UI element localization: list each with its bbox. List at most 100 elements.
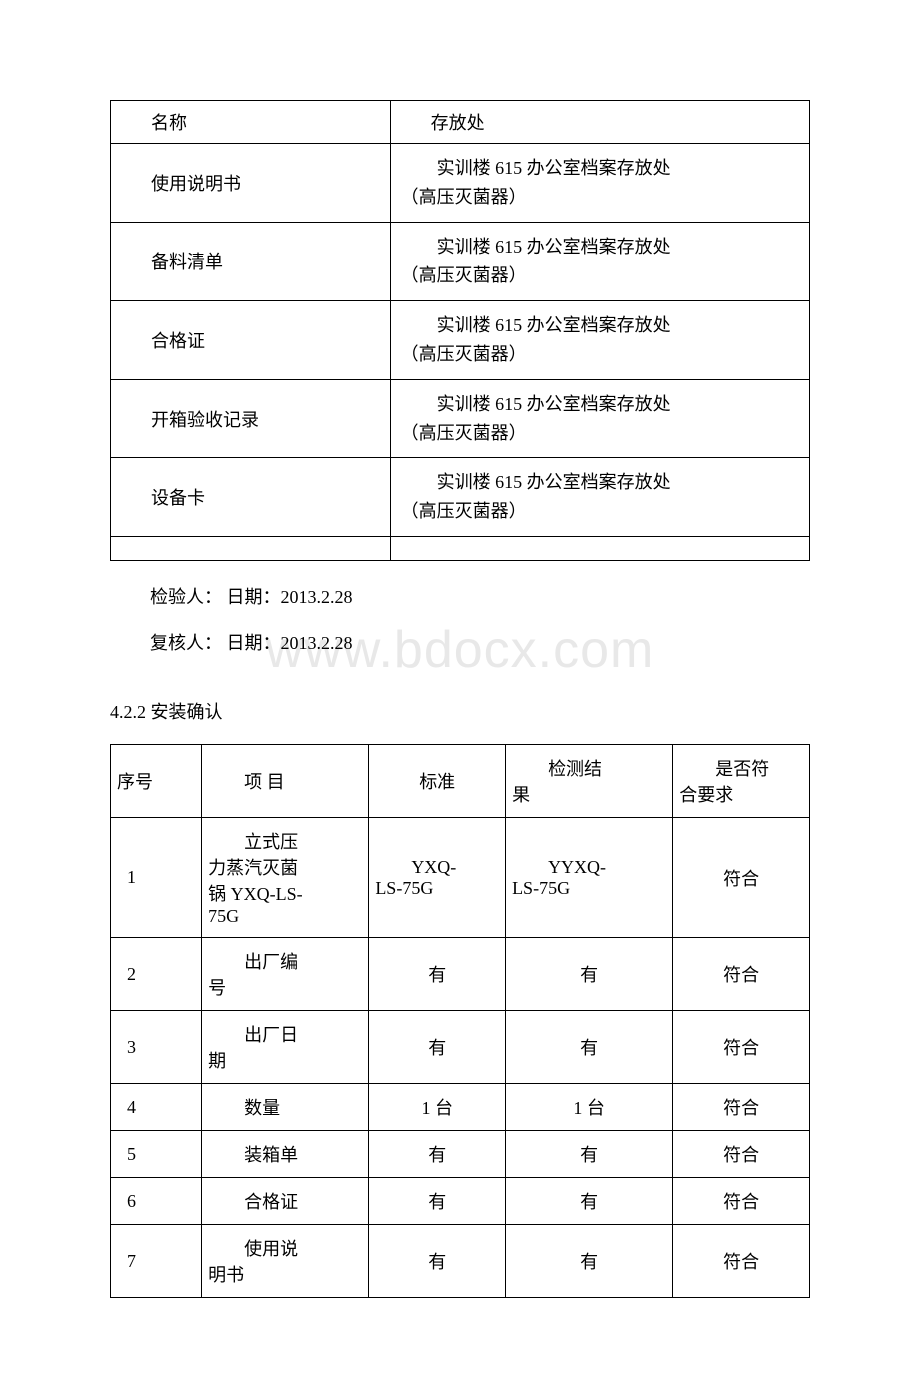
- table-row: 5 装箱单 有 有 符合: [111, 1131, 810, 1178]
- header-conform-l2: 合要求: [679, 785, 733, 805]
- result-l1: YYXQ-: [512, 857, 666, 878]
- location-line2: （高压灭菌器）: [401, 340, 801, 369]
- standard-l1: YXQ-: [375, 857, 499, 878]
- empty-cell: [390, 536, 809, 560]
- header-result-l1: 检测结: [512, 755, 666, 781]
- standard: 有: [369, 1131, 506, 1178]
- item-l4: 75G: [208, 906, 239, 926]
- conform: 符合: [673, 1084, 810, 1131]
- table-row: 4 数量 1 台 1 台 符合: [111, 1084, 810, 1131]
- item: 立式压 力蒸汽灭菌 锅 YXQ-LS- 75G: [202, 818, 369, 938]
- header-name: 名称: [111, 101, 391, 144]
- location-line2: （高压灭菌器）: [401, 183, 801, 212]
- table-row: 合格证 实训楼 615 办公室档案存放处 （高压灭菌器）: [111, 301, 810, 380]
- seq: 4: [111, 1084, 202, 1131]
- doc-location: 实训楼 615 办公室档案存放处 （高压灭菌器）: [390, 458, 809, 537]
- table-row: 2 出厂编 号 有 有 符合: [111, 938, 810, 1011]
- doc-name: 使用说明书: [111, 144, 391, 223]
- conform: 符合: [673, 1011, 810, 1084]
- item-l1: 出厂编: [208, 948, 362, 974]
- doc-name: 设备卡: [111, 458, 391, 537]
- seq: 2: [111, 938, 202, 1011]
- result: 1 台: [506, 1084, 673, 1131]
- header-result-l2: 果: [512, 785, 530, 805]
- location-line1: 实训楼 615 办公室档案存放处: [401, 390, 801, 419]
- table-row: 备料清单 实训楼 615 办公室档案存放处 （高压灭菌器）: [111, 222, 810, 301]
- section-title: 4.2.2 安装确认: [110, 696, 810, 728]
- result: 有: [506, 1011, 673, 1084]
- seq: 3: [111, 1011, 202, 1084]
- item-l1: 出厂日: [208, 1021, 362, 1047]
- table-row: 设备卡 实训楼 615 办公室档案存放处 （高压灭菌器）: [111, 458, 810, 537]
- item-l2: 明书: [208, 1265, 244, 1285]
- location-line2: （高压灭菌器）: [401, 497, 801, 526]
- result: YYXQ- LS-75G: [506, 818, 673, 938]
- header-seq: 序号: [111, 745, 202, 818]
- location-line1: 实训楼 615 办公室档案存放处: [401, 468, 801, 497]
- seq: 7: [111, 1225, 202, 1298]
- item-l2: 力蒸汽灭菌: [208, 858, 298, 878]
- standard: 1 台: [369, 1084, 506, 1131]
- item-l2: 期: [208, 1051, 226, 1071]
- doc-name: 开箱验收记录: [111, 379, 391, 458]
- result: 有: [506, 1131, 673, 1178]
- item-l2: 号: [208, 978, 226, 998]
- header-conform-l1: 是否符: [679, 755, 803, 781]
- installation-table: 序号 项 目 标准 检测结 果 是否符 合要求 1 立式压 力蒸汽灭菌 锅 YX…: [110, 744, 810, 1298]
- result: 有: [506, 1178, 673, 1225]
- doc-location: 实训楼 615 办公室档案存放处 （高压灭菌器）: [390, 144, 809, 223]
- location-line2: （高压灭菌器）: [401, 419, 801, 448]
- inspector-line: 检验人： 日期：2013.2.28: [110, 581, 810, 613]
- header-location: 存放处: [390, 101, 809, 144]
- location-line1: 实训楼 615 办公室档案存放处: [401, 233, 801, 262]
- seq: 6: [111, 1178, 202, 1225]
- conform: 符合: [673, 1225, 810, 1298]
- documents-table: 名称 存放处 使用说明书 实训楼 615 办公室档案存放处 （高压灭菌器） 备料…: [110, 100, 810, 561]
- item: 出厂日 期: [202, 1011, 369, 1084]
- doc-name: 合格证: [111, 301, 391, 380]
- standard: 有: [369, 1011, 506, 1084]
- table-row: 开箱验收记录 实训楼 615 办公室档案存放处 （高压灭菌器）: [111, 379, 810, 458]
- item: 装箱单: [202, 1131, 369, 1178]
- doc-location: 实训楼 615 办公室档案存放处 （高压灭菌器）: [390, 301, 809, 380]
- seq: 5: [111, 1131, 202, 1178]
- standard: 有: [369, 1178, 506, 1225]
- standard-l2: LS-75G: [375, 878, 433, 898]
- item: 数量: [202, 1084, 369, 1131]
- doc-location: 实训楼 615 办公室档案存放处 （高压灭菌器）: [390, 222, 809, 301]
- doc-name: 备料清单: [111, 222, 391, 301]
- location-line1: 实训楼 615 办公室档案存放处: [401, 311, 801, 340]
- standard: YXQ- LS-75G: [369, 818, 506, 938]
- item-l3: 锅 YXQ-LS-: [208, 884, 303, 904]
- header-standard: 标准: [369, 745, 506, 818]
- item: 合格证: [202, 1178, 369, 1225]
- doc-location: 实训楼 615 办公室档案存放处 （高压灭菌器）: [390, 379, 809, 458]
- result-l2: LS-75G: [512, 878, 570, 898]
- table-row: 使用说明书 实训楼 615 办公室档案存放处 （高压灭菌器）: [111, 144, 810, 223]
- standard: 有: [369, 1225, 506, 1298]
- table-row: 1 立式压 力蒸汽灭菌 锅 YXQ-LS- 75G YXQ- LS-75G YY…: [111, 818, 810, 938]
- conform: 符合: [673, 1178, 810, 1225]
- conform: 符合: [673, 1131, 810, 1178]
- empty-cell: [111, 536, 391, 560]
- item: 出厂编 号: [202, 938, 369, 1011]
- item-l1: 立式压: [208, 828, 362, 854]
- location-line2: （高压灭菌器）: [401, 261, 801, 290]
- conform: 符合: [673, 938, 810, 1011]
- reviewer-line: 复核人： 日期：2013.2.28: [110, 627, 810, 659]
- table-header-row: 名称 存放处: [111, 101, 810, 144]
- standard: 有: [369, 938, 506, 1011]
- table-row: 7 使用说 明书 有 有 符合: [111, 1225, 810, 1298]
- header-item: 项 目: [202, 745, 369, 818]
- conform: 符合: [673, 818, 810, 938]
- table-row: 6 合格证 有 有 符合: [111, 1178, 810, 1225]
- table-header-row: 序号 项 目 标准 检测结 果 是否符 合要求: [111, 745, 810, 818]
- location-line1: 实训楼 615 办公室档案存放处: [401, 154, 801, 183]
- result: 有: [506, 1225, 673, 1298]
- header-result: 检测结 果: [506, 745, 673, 818]
- item: 使用说 明书: [202, 1225, 369, 1298]
- seq: 1: [111, 818, 202, 938]
- result: 有: [506, 938, 673, 1011]
- table-empty-row: [111, 536, 810, 560]
- item-l1: 使用说: [208, 1235, 362, 1261]
